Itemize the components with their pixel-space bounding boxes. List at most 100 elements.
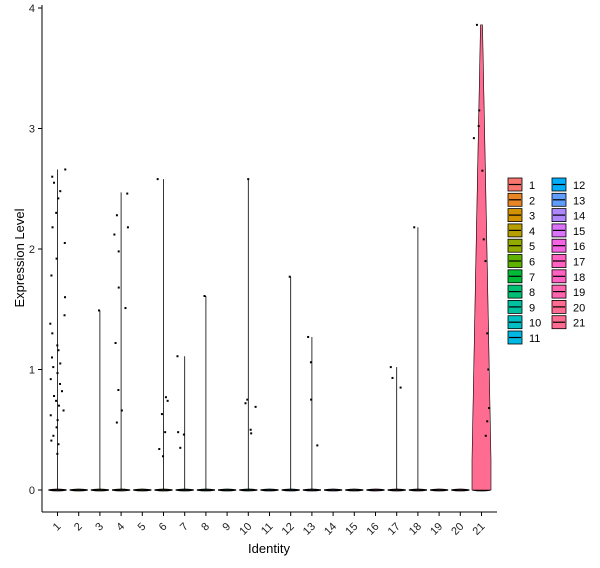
violin-body <box>260 488 279 492</box>
data-point <box>64 168 67 171</box>
data-point <box>389 366 392 369</box>
x-tick-label: 14 <box>322 521 339 538</box>
data-point <box>59 190 62 193</box>
data-point <box>49 414 52 417</box>
legend-label: 12 <box>573 180 585 192</box>
data-point <box>156 178 159 181</box>
legend-label: 21 <box>573 318 585 330</box>
legend-label: 7 <box>529 272 535 284</box>
legend-label: 4 <box>529 226 535 238</box>
data-point <box>51 332 54 335</box>
data-point <box>51 226 54 229</box>
y-tick-label: 0 <box>29 485 35 497</box>
data-point <box>55 211 58 214</box>
data-point <box>486 332 489 335</box>
data-point <box>477 125 480 128</box>
x-tick-label: 19 <box>428 521 445 538</box>
data-point <box>487 407 490 410</box>
data-point <box>63 314 66 317</box>
data-point <box>244 402 247 405</box>
x-tick-label: 10 <box>237 521 254 538</box>
data-point <box>250 432 253 435</box>
x-tick-label: 12 <box>280 521 297 538</box>
legend-label: 18 <box>573 272 585 284</box>
data-point <box>126 192 129 195</box>
x-tick-label: 16 <box>364 521 381 538</box>
data-point <box>59 362 62 365</box>
data-point <box>249 428 252 431</box>
data-point <box>113 233 116 236</box>
data-point <box>51 356 54 359</box>
data-point <box>162 455 165 458</box>
violin-body <box>451 488 470 492</box>
y-tick-label: 1 <box>29 365 35 377</box>
data-point <box>56 344 59 347</box>
data-point <box>61 390 64 393</box>
data-point <box>64 296 67 299</box>
data-point <box>413 226 416 229</box>
data-point <box>307 335 310 338</box>
y-axis-title: Expression Level <box>12 208 27 307</box>
data-point <box>55 257 58 260</box>
data-point <box>52 181 55 184</box>
data-point <box>114 341 117 344</box>
x-tick-label: 13 <box>301 521 318 538</box>
data-point <box>481 169 484 172</box>
data-point <box>482 238 485 241</box>
legend-label: 6 <box>529 257 535 269</box>
data-point <box>254 405 257 408</box>
x-tick-label: 6 <box>157 521 170 534</box>
data-point <box>49 378 52 381</box>
x-tick-label: 21 <box>470 521 487 538</box>
x-axis-title: Identity <box>248 541 290 556</box>
x-tick-label: 7 <box>178 521 191 534</box>
y-tick-label: 2 <box>29 244 35 256</box>
data-point <box>120 409 123 412</box>
data-point <box>484 434 487 437</box>
legend-label: 3 <box>529 211 535 223</box>
data-point <box>55 426 58 429</box>
x-tick-label: 11 <box>259 521 276 538</box>
legend-label: 1 <box>529 180 535 192</box>
violin-layer <box>48 24 492 492</box>
x-tick-label: 4 <box>114 521 127 534</box>
data-point <box>124 307 127 310</box>
legend-label: 8 <box>529 287 535 299</box>
data-point <box>288 275 291 278</box>
data-point <box>115 214 118 217</box>
data-point <box>57 349 60 352</box>
legend-label: 5 <box>529 241 535 253</box>
y-axis-ticks: 0 1 2 3 4 <box>29 3 42 497</box>
x-tick-label: 3 <box>93 521 106 534</box>
data-point <box>310 398 313 401</box>
x-tick-label: 17 <box>386 521 403 538</box>
x-tick-label: 15 <box>343 521 360 538</box>
violin-body <box>133 488 152 492</box>
legend-label: 9 <box>529 302 535 314</box>
data-point <box>52 366 55 369</box>
data-point <box>117 250 120 253</box>
data-point <box>177 431 180 434</box>
x-axis-ticks: 1 2 3 4 5 6 7 8 9 10 11 12 13 14 15 16 17 18 19 20 21 <box>51 512 488 538</box>
data-point <box>57 443 60 446</box>
data-point <box>316 444 319 447</box>
data-point <box>50 439 53 442</box>
data-point <box>57 404 60 407</box>
data-point <box>63 241 66 244</box>
data-point <box>115 421 118 424</box>
data-point <box>59 382 62 385</box>
data-point <box>475 23 478 26</box>
data-point <box>158 448 161 451</box>
data-point <box>246 398 249 401</box>
violin-body <box>218 488 237 492</box>
data-point <box>117 286 120 289</box>
violin-body <box>430 488 449 492</box>
data-point <box>56 419 59 422</box>
data-point <box>117 388 120 391</box>
data-point <box>484 260 487 263</box>
violin-body <box>324 488 343 492</box>
legend-label: 14 <box>573 211 585 223</box>
data-point <box>50 274 53 277</box>
x-tick-label: 2 <box>72 521 85 534</box>
